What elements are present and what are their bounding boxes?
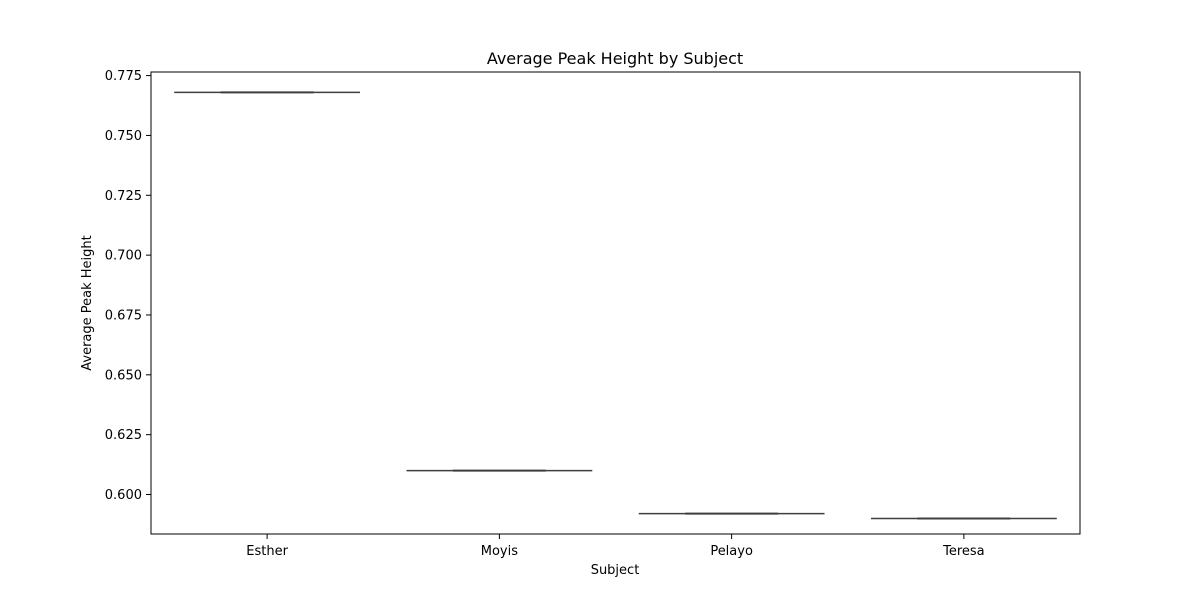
y-tick-label: 0.625 — [105, 428, 142, 443]
chart-title: Average Peak Height by Subject — [487, 49, 743, 68]
y-tick-label: 0.600 — [105, 488, 142, 503]
x-tick-label: Pelayo — [710, 544, 753, 559]
axes-frame — [150, 71, 1081, 535]
x-tick-label: Teresa — [942, 544, 985, 559]
y-tick-label: 0.750 — [105, 129, 142, 144]
x-axis-label: Subject — [591, 563, 640, 578]
y-tick-label: 0.725 — [105, 189, 142, 204]
box-series — [174, 91, 1057, 520]
x-tick-label: Moyis — [481, 544, 518, 559]
y-axis-ticks: 0.600 0.625 0.650 0.675 0.700 0.725 0.750 0.775 — [105, 69, 151, 503]
y-tick-label: 0.675 — [105, 308, 142, 323]
x-tick-label: Esther — [246, 544, 288, 559]
y-tick-label: 0.700 — [105, 249, 142, 264]
y-tick-label: 0.775 — [105, 69, 142, 84]
y-tick-label: 0.650 — [105, 368, 142, 383]
y-axis-label: Average Peak Height — [80, 235, 95, 371]
x-axis-ticks: Esther Moyis Pelayo Teresa — [246, 534, 985, 559]
